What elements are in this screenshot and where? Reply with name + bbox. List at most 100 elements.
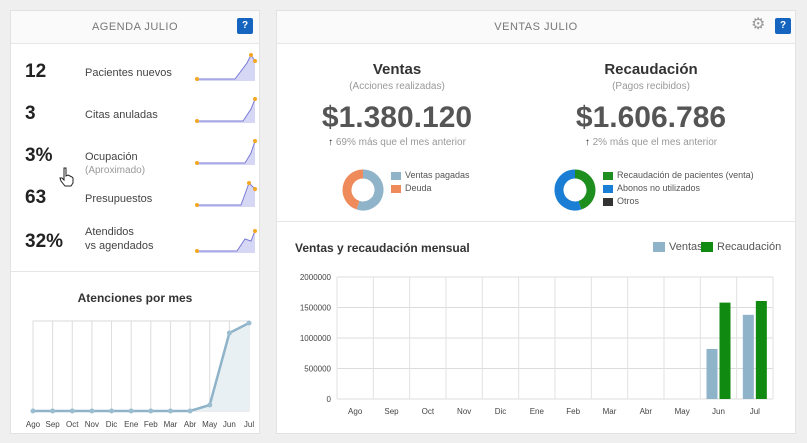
agenda-panel: AGENDA JULIO ? 12 Pacientes nuevos 3 Cit…	[10, 10, 260, 434]
stat-presupuestos: 63 Presupuestos	[25, 181, 257, 217]
y-tick-label: 1000000	[300, 334, 332, 343]
donut-slice	[554, 169, 582, 211]
legend-label: Otros	[617, 196, 640, 206]
x-tick-label: Sep	[384, 407, 399, 416]
ventas-header: VENTAS JULIO ⚙ ?	[277, 11, 795, 44]
x-tick-label: Dic	[106, 420, 118, 429]
x-tick-label: Jul	[244, 420, 254, 429]
legend-recaudacion-pacientes: Recaudación de pacientes (venta)	[603, 170, 754, 182]
ventas-help-button[interactable]: ?	[775, 18, 791, 34]
donut-slice	[342, 169, 364, 210]
kpi-ventas-comparison: ↑ 69% más que el mes anterior	[297, 137, 497, 148]
bar-recaudación	[755, 300, 767, 399]
legend-label: Abonos no utilizados	[617, 183, 701, 193]
y-tick-label: 500000	[304, 365, 331, 374]
legend-swatch	[603, 184, 613, 193]
series-line	[33, 321, 250, 413]
recaudacion-donut-chart	[554, 169, 596, 211]
legend-label: Recaudación de pacientes (venta)	[617, 170, 754, 180]
kpi-ventas-value: $1.380.120	[321, 101, 473, 134]
agenda-title: AGENDA JULIO	[91, 21, 179, 33]
sparkline-citas	[195, 97, 257, 123]
data-point	[167, 408, 173, 414]
stat-label-text: Ocupación	[85, 151, 138, 163]
legend-label: Ventas	[669, 241, 703, 253]
agenda-header: AGENDA JULIO ?	[11, 11, 259, 44]
kpi-ventas-subtitle: (Acciones realizadas)	[349, 81, 445, 92]
gear-icon[interactable]: ⚙	[751, 16, 766, 33]
stat-value: 63	[25, 187, 47, 208]
sparkline-pacientes	[195, 53, 257, 81]
pointer-cursor-icon	[59, 167, 74, 187]
monthly-bar-chart: 0 500000 1000000 1500000 2000000 Ago Sep Oct Nov…	[300, 273, 774, 416]
ventas-panel: VENTAS JULIO ⚙ ? Ventas (Acciones realiz…	[276, 10, 796, 434]
x-tick-label: Abr	[640, 407, 653, 416]
arrow-up-icon: ↑	[328, 137, 334, 148]
data-point	[148, 408, 154, 414]
legend-label: Recaudación	[717, 241, 782, 253]
stat-pacientes-nuevos: 12 Pacientes nuevos	[25, 53, 257, 91]
x-tick-label: Mar	[164, 420, 178, 429]
legend-swatch	[603, 171, 613, 180]
ventas-donut-chart	[342, 169, 384, 211]
stat-sublabel: (Aproximado)	[85, 165, 146, 176]
stat-ocupacion: 3% Ocupación (Aproximado)	[25, 139, 257, 178]
monthly-legend-recaudacion: Recaudación	[701, 242, 781, 254]
data-point	[109, 408, 115, 414]
atenciones-chart: Ago Sep Oct Nov Dic Ene Feb Mar Abr May Jun Jul	[26, 320, 254, 429]
agenda-help-button[interactable]: ?	[237, 18, 253, 34]
sparkline-atendidos	[195, 229, 257, 253]
legend-swatch	[391, 184, 401, 193]
legend-abonos: Abonos no utilizados	[603, 183, 700, 195]
stat-atendidos: 32% Atendidos vs agendados	[25, 225, 257, 255]
ventas-title: VENTAS JULIO	[494, 21, 578, 33]
x-tick-label: Ene	[530, 407, 545, 416]
legend-otros: Otros	[603, 196, 639, 208]
x-tick-label: Abr	[184, 420, 197, 429]
x-tick-label: Mar	[603, 407, 617, 416]
x-tick-label: Jun	[712, 407, 725, 416]
stat-citas-anuladas: 3 Citas anuladas	[25, 97, 257, 133]
sparkline-presupuestos	[195, 181, 257, 207]
x-tick-label: Nov	[457, 407, 471, 416]
donut-slice	[356, 169, 384, 211]
legend-label: Ventas pagadas	[405, 170, 470, 180]
line-area	[33, 323, 249, 411]
stat-sublabel: vs agendados	[85, 240, 154, 252]
x-tick-label: May	[675, 407, 690, 416]
atenciones-title: Atenciones por mes	[77, 291, 193, 305]
legend-swatch	[653, 242, 665, 253]
kpi-ventas-comparison-text: 69% más que el mes anterior	[335, 137, 466, 148]
x-tick-label: May	[202, 420, 217, 429]
legend-swatch	[603, 197, 613, 206]
x-tick-label: Ago	[348, 407, 363, 416]
x-tick-label: Sep	[46, 420, 61, 429]
data-point	[207, 402, 213, 408]
data-point	[69, 408, 75, 414]
x-tick-label: Feb	[144, 420, 158, 429]
y-tick-label: 1500000	[300, 304, 332, 313]
bar-recaudación	[719, 302, 731, 399]
legend-label: Deuda	[405, 183, 432, 193]
x-tick-label: Dic	[495, 407, 507, 416]
data-point	[30, 408, 36, 414]
y-tick-label: 0	[327, 395, 332, 404]
stat-value: 3%	[25, 145, 53, 166]
bar-ventas	[742, 314, 754, 399]
data-point	[187, 408, 193, 414]
legend-swatch	[391, 171, 401, 180]
legend-deuda: Deuda	[391, 183, 432, 195]
kpi-ventas-title: Ventas	[372, 61, 422, 78]
kpi-recaudacion-value: $1.606.786	[575, 101, 727, 134]
monthly-chart-title: Ventas y recaudación mensual	[295, 241, 470, 255]
stat-label: Citas anuladas	[85, 109, 158, 121]
x-tick-label: Jun	[223, 420, 236, 429]
y-tick-label: 2000000	[300, 273, 332, 282]
kpi-recaudacion-comparison: ↑ 2% más que el mes anterior	[551, 137, 751, 148]
legend-swatch	[701, 242, 713, 253]
bar-ventas	[706, 348, 718, 399]
stat-label: Ocupación (Aproximado)	[85, 150, 145, 178]
legend-ventas-pagadas: Ventas pagadas	[391, 170, 470, 182]
x-tick-label: Oct	[66, 420, 79, 429]
data-point	[50, 408, 56, 414]
